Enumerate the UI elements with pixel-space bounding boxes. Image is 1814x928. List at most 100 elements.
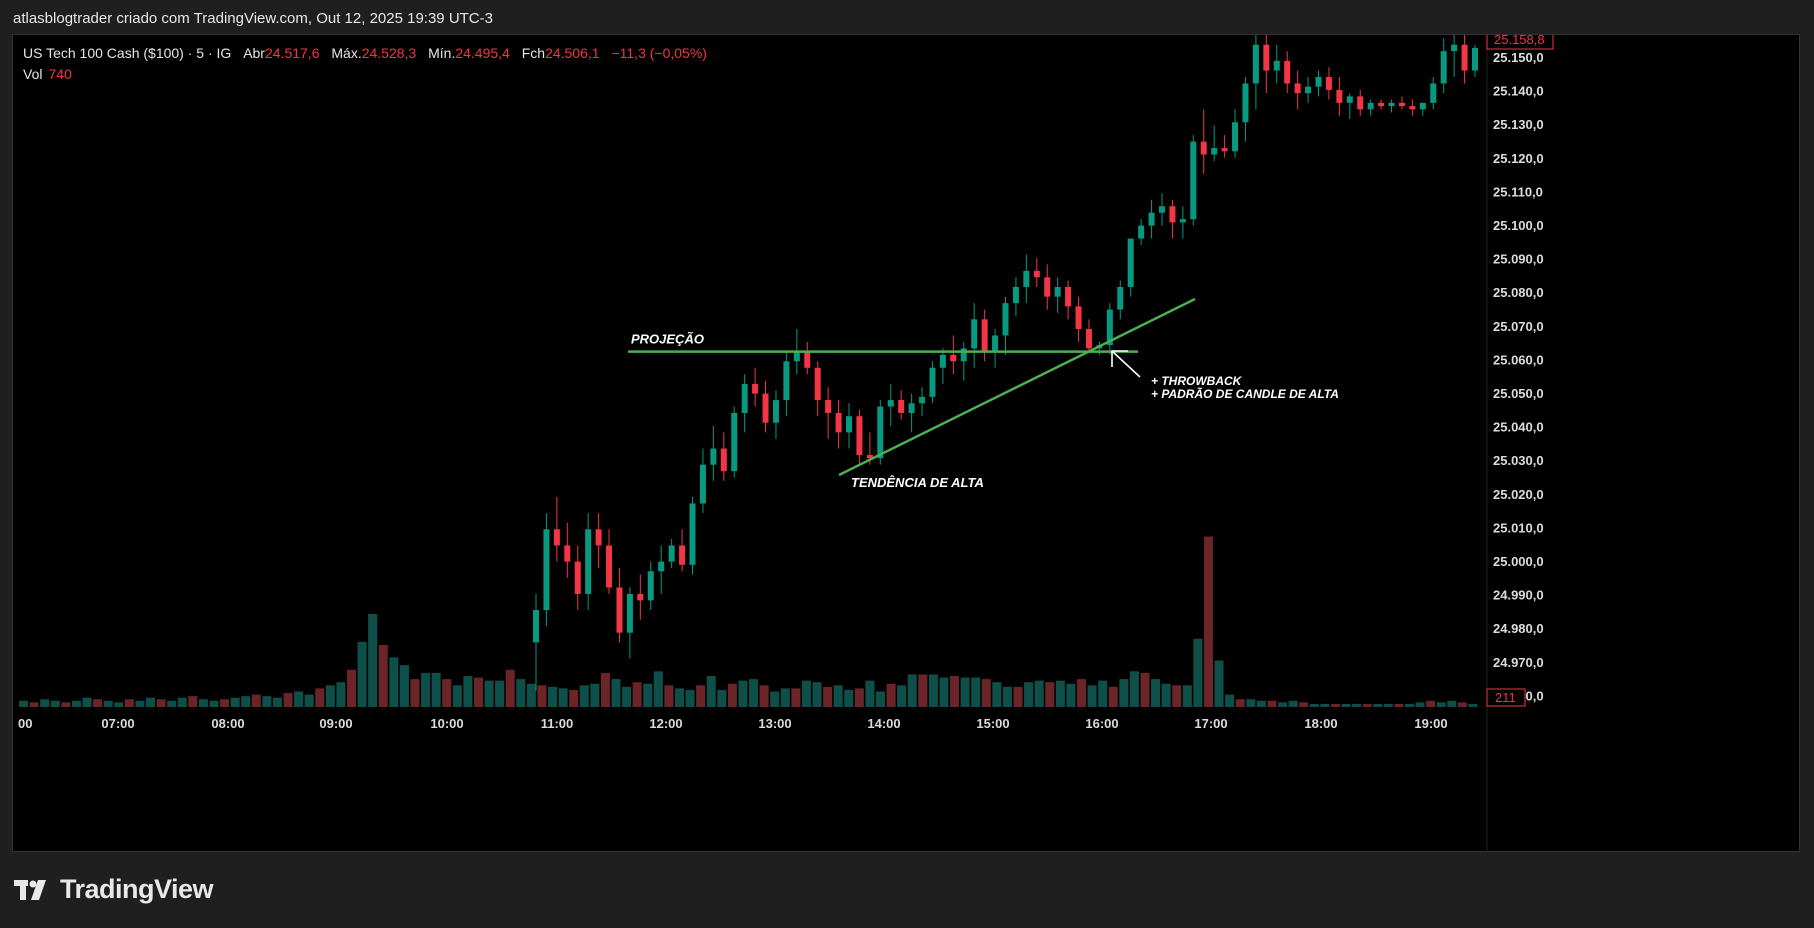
- candle-body: [1075, 306, 1082, 329]
- volume-bar: [759, 685, 769, 707]
- candle-body: [1325, 77, 1332, 90]
- candle-body: [762, 393, 769, 423]
- candle-body: [637, 593, 644, 601]
- y-tick-label: 25.040,0: [1493, 420, 1544, 435]
- last-volume-text: 211: [1495, 690, 1516, 705]
- candle-body: [919, 396, 926, 404]
- candle-body: [564, 545, 571, 562]
- symbol-name[interactable]: US Tech 100 Cash ($100) · 5 · IG: [23, 45, 232, 61]
- volume-bar: [1277, 702, 1288, 707]
- candle-body: [1211, 148, 1218, 155]
- candle-body: [1106, 309, 1113, 346]
- volume-bar: [368, 614, 378, 707]
- low-label: Mín.: [428, 45, 456, 61]
- candle-body: [647, 571, 654, 601]
- volume-bar: [283, 693, 293, 707]
- volume-bar: [1140, 672, 1150, 707]
- candle-body: [939, 354, 946, 368]
- volume-bar: [61, 702, 71, 707]
- volume-bar: [304, 694, 314, 707]
- volume-bar: [1341, 703, 1351, 707]
- candle-body: [1002, 303, 1009, 336]
- volume-bar: [622, 686, 632, 707]
- volume-bar: [1426, 700, 1436, 707]
- candle-body: [898, 400, 905, 413]
- trend-label: TENDÊNCIA DE ALTA: [851, 475, 984, 490]
- price-chart[interactable]: PROJEÇÃO TENDÊNCIA DE ALTA + THROWBACK+ PA…: [13, 35, 1800, 852]
- candle-body: [877, 406, 884, 459]
- x-tick-label: 17:00: [1194, 716, 1227, 731]
- candle-body: [553, 529, 560, 546]
- y-tick-label: 24.980,0: [1493, 621, 1544, 636]
- volume-bar: [177, 697, 187, 707]
- volume-bar: [1013, 686, 1023, 707]
- volume-bar: [939, 677, 949, 707]
- chart-area[interactable]: PROJEÇÃO TENDÊNCIA DE ALTA + THROWBACK + PA…: [12, 34, 1800, 852]
- volume-bar: [198, 699, 208, 707]
- y-tick-label: 24.990,0: [1493, 588, 1544, 603]
- volume-bar: [1055, 680, 1065, 707]
- x-tick-label: 10:00: [430, 716, 463, 731]
- volume-bar: [653, 671, 663, 707]
- volume-bar: [928, 674, 938, 707]
- throwback-label: + THROWBACK: [1151, 374, 1243, 388]
- close-value: 24.506,1: [545, 45, 600, 61]
- volume-bar: [897, 685, 907, 707]
- volume-bar: [505, 669, 515, 707]
- candle-body: [752, 383, 759, 394]
- x-tick-label: 08:00: [211, 716, 244, 731]
- y-tick-label: 25.060,0: [1493, 352, 1544, 367]
- candle-body: [1294, 83, 1301, 94]
- volume-bar: [1362, 703, 1372, 707]
- candle-body: [981, 319, 988, 352]
- candle-body: [1252, 44, 1259, 84]
- volume-bar: [1182, 685, 1192, 707]
- volume-bar: [823, 686, 833, 707]
- x-tick-label: 16:00: [1085, 716, 1118, 731]
- candle-body: [1148, 212, 1155, 226]
- candle-body: [1305, 86, 1312, 94]
- y-tick-label: 25.120,0: [1493, 151, 1544, 166]
- volume-bar: [431, 672, 441, 707]
- candle-body: [1284, 60, 1291, 84]
- y-tick-label: 25.030,0: [1493, 453, 1544, 468]
- volume-bar: [918, 674, 928, 707]
- volume-bar: [1415, 702, 1425, 707]
- last-price-text: 25.158,8: [1494, 35, 1545, 47]
- volume-value: 740: [48, 66, 72, 82]
- volume-bar: [526, 683, 536, 707]
- volume-bar: [473, 677, 484, 707]
- volume-bar: [114, 702, 124, 707]
- volume-bar: [770, 691, 780, 707]
- volume-bar: [484, 680, 494, 707]
- volume-bar: [145, 697, 156, 707]
- volume-bar: [1404, 703, 1415, 707]
- chart-caption: atlasblogtrader criado com TradingView.c…: [13, 10, 493, 27]
- volume-bar: [1087, 685, 1097, 707]
- candle-body: [585, 529, 592, 594]
- y-tick-label: 25.110,0: [1493, 184, 1543, 199]
- candle-body: [1367, 102, 1374, 110]
- projection-label: PROJEÇÃO: [631, 332, 704, 347]
- volume-bar: [1299, 702, 1309, 707]
- volume-bar: [801, 680, 811, 707]
- volume-bar: [220, 699, 230, 707]
- volume-bar: [410, 679, 420, 707]
- volume-bar: [1447, 700, 1457, 707]
- candle-body: [543, 529, 550, 611]
- volume-bar: [1267, 700, 1277, 707]
- volume-bar: [749, 679, 759, 707]
- volume-bar: [1468, 703, 1478, 707]
- volume-bar: [547, 686, 558, 707]
- volume-bar: [315, 688, 325, 707]
- volume-bar: [1330, 703, 1340, 707]
- tradingview-logo[interactable]: TradingView: [14, 874, 214, 905]
- volume-bar: [600, 672, 610, 707]
- volume-bar: [124, 699, 134, 707]
- y-tick-label: 25.010,0: [1493, 520, 1544, 535]
- x-tick-label: 15:00: [976, 716, 1009, 731]
- volume-bar: [1320, 703, 1330, 707]
- volume-bar: [1436, 702, 1446, 707]
- volume-bar: [886, 683, 896, 707]
- volume-bar: [960, 677, 970, 707]
